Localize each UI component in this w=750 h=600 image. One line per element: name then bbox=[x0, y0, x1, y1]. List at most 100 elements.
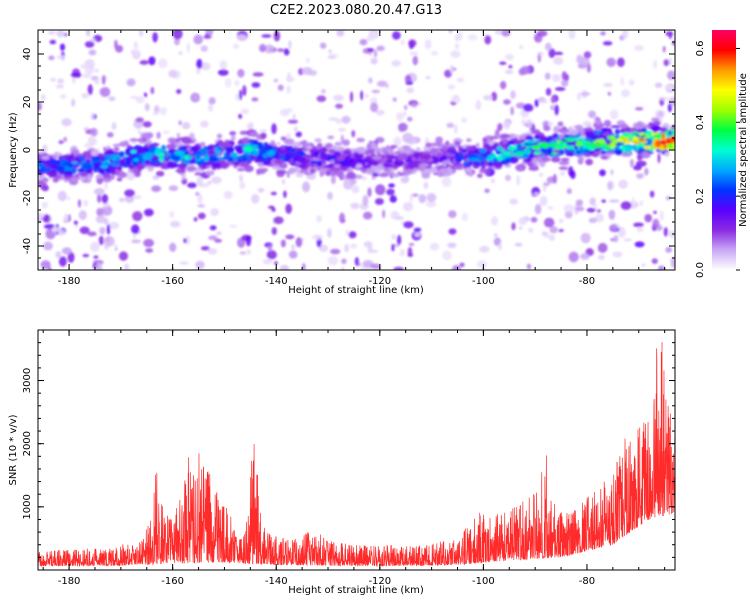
heatmap-cell bbox=[371, 176, 376, 180]
heatmap-cell bbox=[547, 206, 554, 210]
heatmap-cell bbox=[610, 125, 622, 129]
heatmap-cell bbox=[301, 66, 313, 75]
heatmap-cell bbox=[169, 242, 177, 252]
heatmap-cell bbox=[641, 151, 650, 158]
heatmap-cell bbox=[205, 170, 215, 176]
heatmap-cell bbox=[528, 166, 540, 171]
heatmap-cell bbox=[252, 139, 259, 146]
colorbar-tick-label: 0.6 bbox=[695, 41, 706, 57]
heatmap-cell bbox=[100, 165, 108, 169]
heatmap-cell bbox=[208, 235, 218, 241]
heatmap-cell bbox=[468, 172, 474, 177]
heatmap-cell bbox=[504, 54, 514, 61]
x-tick-label: -160 bbox=[161, 276, 184, 287]
heatmap-cell bbox=[327, 135, 335, 140]
heatmap-cell bbox=[349, 157, 355, 163]
heatmap-cell bbox=[119, 197, 125, 203]
heatmap-cell bbox=[96, 207, 104, 217]
heatmap-cell bbox=[125, 158, 132, 166]
heatmap-cell bbox=[386, 147, 395, 155]
heatmap-cell bbox=[490, 216, 498, 226]
heatmap-cell bbox=[448, 30, 453, 34]
heatmap-cell bbox=[620, 201, 632, 210]
heatmap-cell bbox=[610, 169, 614, 176]
x-tick-label: -180 bbox=[58, 576, 81, 587]
heatmap-cell bbox=[198, 147, 209, 156]
heatmap-cell bbox=[664, 85, 675, 91]
heatmap-cell bbox=[660, 140, 667, 146]
heatmap-cell bbox=[598, 254, 605, 260]
heatmap-cell bbox=[350, 243, 358, 249]
heatmap-cell bbox=[199, 141, 206, 147]
heatmap-cell bbox=[518, 217, 527, 226]
heatmap-cell bbox=[553, 56, 564, 65]
heatmap-cell bbox=[609, 109, 619, 120]
heatmap-cell bbox=[670, 258, 675, 269]
heatmap-cell bbox=[523, 103, 534, 113]
heatmap-cell bbox=[432, 159, 439, 165]
heatmap-cell bbox=[557, 121, 564, 127]
heatmap-cell bbox=[81, 92, 89, 99]
heatmap-cell bbox=[90, 149, 99, 157]
heatmap-cell bbox=[67, 251, 75, 263]
heatmap-cell bbox=[306, 57, 310, 64]
heatmap-cell bbox=[634, 241, 645, 248]
heatmap-cell bbox=[68, 162, 74, 168]
heatmap-cell bbox=[266, 250, 277, 260]
heatmap-cell bbox=[374, 198, 384, 205]
heatmap-cell bbox=[285, 234, 295, 240]
heatmap-cell bbox=[219, 60, 228, 70]
heatmap-cell bbox=[268, 150, 276, 155]
heatmap-cell bbox=[103, 146, 107, 152]
heatmap-cell bbox=[45, 171, 56, 176]
heatmap-cell bbox=[181, 121, 191, 130]
heatmap-cell bbox=[484, 151, 492, 156]
heatmap-cell bbox=[316, 215, 322, 223]
heatmap-cell bbox=[446, 122, 455, 128]
heatmap-cell bbox=[197, 161, 204, 166]
heatmap-cell bbox=[575, 206, 585, 212]
heatmap-cell bbox=[271, 227, 277, 235]
colorbar-tick-label: 0.0 bbox=[695, 262, 706, 278]
heatmap-cell bbox=[66, 196, 71, 201]
heatmap-cell bbox=[284, 153, 292, 161]
heatmap-cell bbox=[407, 246, 413, 257]
colorbar-tick-label: 0.4 bbox=[695, 114, 706, 130]
heatmap-cell bbox=[139, 60, 149, 65]
heatmap-cell bbox=[356, 137, 366, 143]
heatmap-cell bbox=[336, 146, 345, 151]
heatmap-cell bbox=[318, 244, 329, 253]
heatmap-cell bbox=[514, 242, 523, 247]
heatmap-cell bbox=[532, 129, 541, 135]
heatmap-cell bbox=[283, 190, 287, 198]
heatmap-cell bbox=[150, 86, 155, 95]
heatmap-cell bbox=[239, 174, 243, 182]
heatmap-cell bbox=[249, 131, 259, 138]
heatmap-cell bbox=[454, 158, 461, 163]
heatmap-cell bbox=[238, 89, 243, 101]
heatmap-cell bbox=[40, 159, 49, 164]
heatmap-cell bbox=[207, 156, 219, 162]
heatmap-cell bbox=[543, 232, 550, 236]
heatmap-cell bbox=[47, 30, 56, 35]
heatmap-cell bbox=[404, 104, 408, 111]
heatmap-cell bbox=[376, 45, 385, 52]
heatmap-cell bbox=[537, 135, 548, 141]
heatmap-cell bbox=[409, 51, 419, 56]
heatmap-cell bbox=[628, 79, 635, 86]
heatmap-cell bbox=[260, 167, 269, 173]
heatmap-cell bbox=[193, 34, 204, 45]
heatmap-cell bbox=[371, 142, 378, 150]
heatmap-cell bbox=[543, 217, 555, 228]
heatmap-cell bbox=[394, 216, 404, 220]
heatmap-cell bbox=[232, 43, 240, 50]
heatmap-cell bbox=[42, 167, 51, 172]
heatmap-cell bbox=[238, 113, 243, 119]
heatmap-cell bbox=[593, 150, 601, 155]
heatmap-cell bbox=[620, 89, 630, 98]
heatmap-cell bbox=[516, 174, 521, 186]
heatmap-cell bbox=[415, 147, 421, 152]
heatmap-cell bbox=[654, 82, 663, 88]
heatmap-cell bbox=[643, 145, 652, 150]
heatmap-cell bbox=[515, 163, 527, 172]
